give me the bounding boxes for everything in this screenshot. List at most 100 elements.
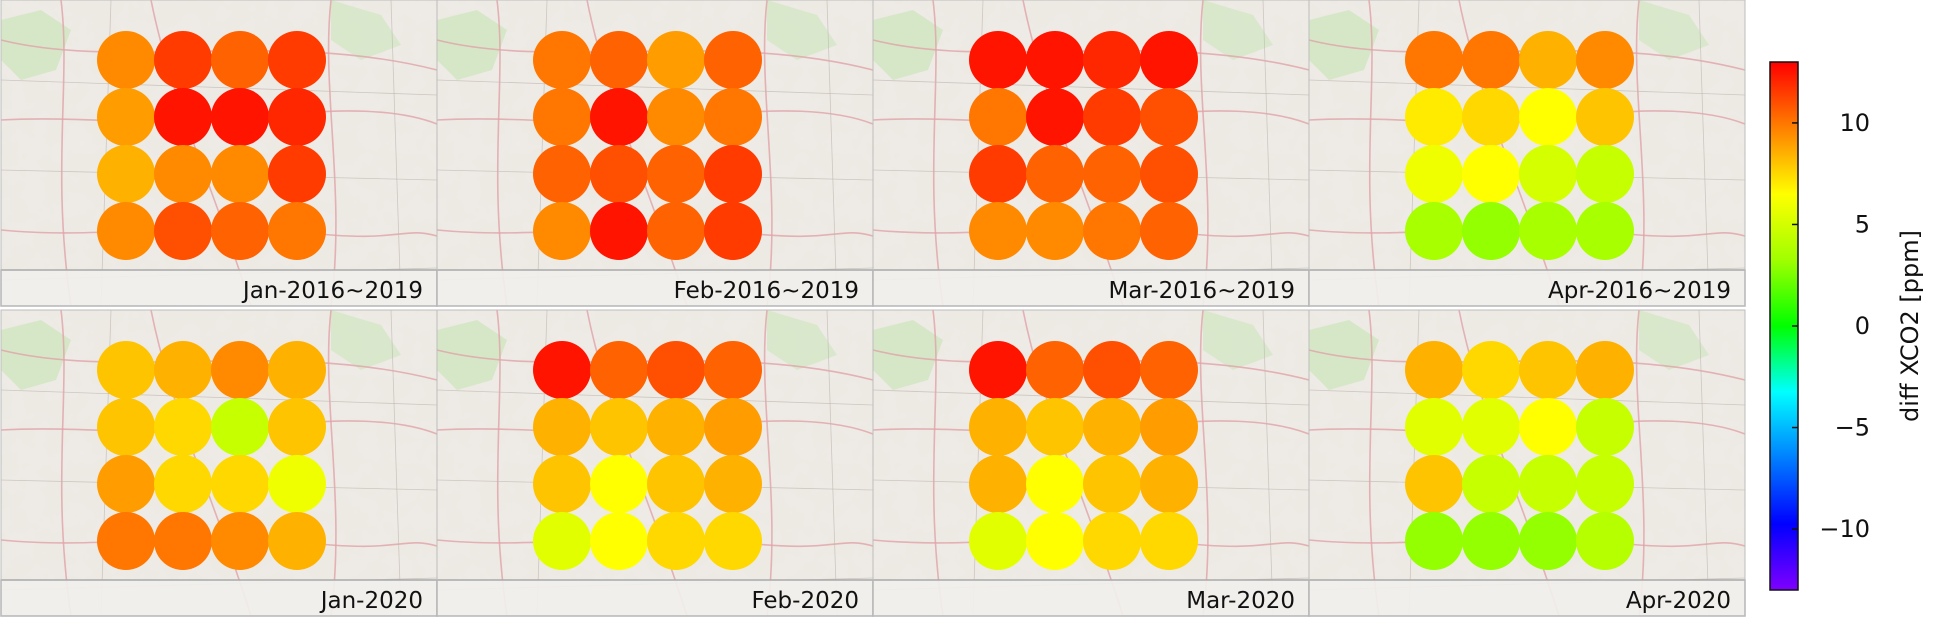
map-park [767, 0, 837, 60]
map-road [60, 0, 72, 307]
grid-cell-circle [1576, 455, 1634, 513]
grid-cell-circle [268, 31, 326, 89]
grid-cell-circle [1405, 398, 1463, 456]
grid-cell-circle [1405, 512, 1463, 570]
map-road [1635, 0, 1645, 307]
map-road [763, 0, 773, 307]
grid-cell-circle [1519, 145, 1577, 203]
grid-cell-circle [590, 512, 648, 570]
grid-cell-circle [590, 202, 648, 260]
map-street [1698, 0, 1710, 307]
map-park [1639, 310, 1709, 370]
grid-cell-circle [1576, 202, 1634, 260]
map-street [1308, 79, 1746, 96]
grid-cell-circle [704, 341, 762, 399]
grid-cell-circle [1462, 88, 1520, 146]
colorbar-tick-label: 0 [1855, 312, 1870, 340]
map-park [437, 320, 507, 390]
map-street [872, 79, 1310, 96]
grid-cell-circle [1519, 512, 1577, 570]
grid-cell-circle [647, 145, 705, 203]
grid-cell-circle [590, 341, 648, 399]
map-road [327, 309, 337, 617]
grid-cell-circle [533, 455, 591, 513]
grid-cell-circle [268, 145, 326, 203]
map-street [826, 0, 838, 307]
grid-cell-circle [647, 455, 705, 513]
colorbar: −10 −5 0 5 10 diff XCO2 [ppm] [1769, 61, 1924, 591]
panel-label-box [872, 579, 1310, 617]
grid-cell-circle [1083, 455, 1141, 513]
grid-cell-circle [590, 145, 648, 203]
grid-cell-circle [1026, 145, 1084, 203]
grid-cell-circle [969, 202, 1027, 260]
grid-cell-circle [1083, 202, 1141, 260]
grid-cell-circle [154, 341, 212, 399]
grid-cell-circle [1576, 31, 1634, 89]
grid-cell-circle [1083, 145, 1141, 203]
grid-cell-circle [647, 398, 705, 456]
map-road [1635, 309, 1645, 617]
panel-label: Jan-2020 [319, 588, 423, 614]
grid-cell-circle [97, 512, 155, 570]
grid-cell-circle [590, 88, 648, 146]
grid-cell-circle [154, 202, 212, 260]
map-panel: Jan-2016~2019 [0, 0, 438, 307]
map-street [436, 79, 874, 96]
map-street [0, 79, 438, 96]
grid-cell-circle [969, 512, 1027, 570]
grid-cell-circle [1140, 512, 1198, 570]
grid-cell-circle [1462, 455, 1520, 513]
grid-cell-circle [533, 341, 591, 399]
grid-cell-circle [211, 398, 269, 456]
grid-cell-circle [1026, 31, 1084, 89]
colorbar-tick-label: 5 [1855, 210, 1870, 238]
grid-cell-circle [533, 202, 591, 260]
grid-cell-circle [1405, 145, 1463, 203]
map-road [1199, 0, 1209, 307]
grid-cell-circle [704, 145, 762, 203]
panel-label: Mar-2016~2019 [1108, 278, 1295, 304]
grid-cell-circle [1083, 341, 1141, 399]
map-street [436, 389, 874, 406]
map-street [1308, 389, 1746, 406]
map-panel: Apr-2020 [1308, 309, 1746, 617]
grid-cell-circle [154, 88, 212, 146]
grid-cell-circle [969, 31, 1027, 89]
grid-cell-circle [590, 31, 648, 89]
map-panel: Jan-2020 [0, 309, 438, 617]
grid-cell-circle [1576, 88, 1634, 146]
grid-cell-circle [1519, 31, 1577, 89]
map-road [496, 309, 508, 617]
grid-cell-circle [1140, 88, 1198, 146]
grid-cell-circle [97, 202, 155, 260]
grid-cell-circle [1462, 202, 1520, 260]
grid-cell-circle [1026, 398, 1084, 456]
map-park [1639, 0, 1709, 60]
grid-cell-circle [647, 341, 705, 399]
map-park [1309, 320, 1379, 390]
map-park [331, 0, 401, 60]
grid-cell-circle [268, 512, 326, 570]
grid-cell-circle [704, 202, 762, 260]
map-street [1262, 309, 1274, 617]
grid-cell-circle [268, 202, 326, 260]
grid-cell-circle [211, 512, 269, 570]
grid-cell-circle [1519, 455, 1577, 513]
grid-cell-circle [704, 512, 762, 570]
grid-cell-circle [154, 145, 212, 203]
panel-border [1308, 309, 1746, 617]
grid-cell-circle [1405, 88, 1463, 146]
grid-cell-circle [1576, 398, 1634, 456]
map-park [1, 320, 71, 390]
grid-cell-circle [647, 202, 705, 260]
grid-cell-circle [1462, 398, 1520, 456]
grid-cell-circle [704, 88, 762, 146]
grid-cell-circle [154, 31, 212, 89]
grid-cell-circle [97, 145, 155, 203]
map-park [437, 10, 507, 80]
map-panel: Feb-2020 [436, 309, 874, 617]
grid-cell-circle [268, 455, 326, 513]
grid-cell-circle [1519, 341, 1577, 399]
